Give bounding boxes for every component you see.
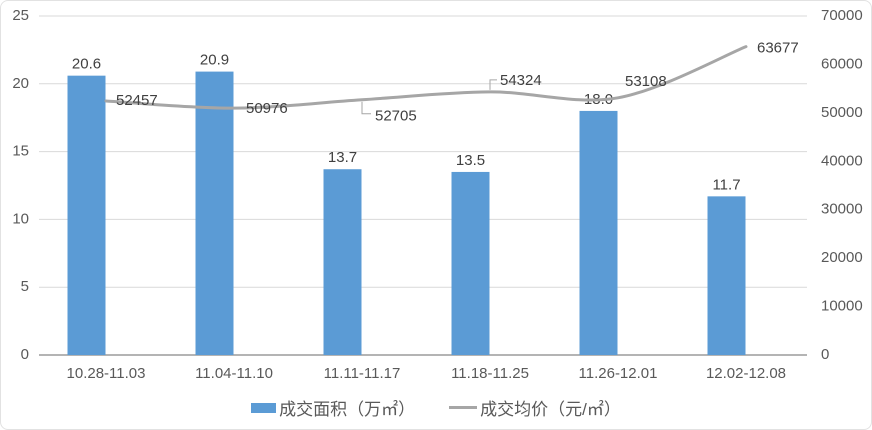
bar-value-label: 20.9 — [200, 52, 229, 69]
bar-value-label: 13.5 — [456, 152, 485, 169]
secondary-axis-tick-label: 30000 — [821, 201, 863, 218]
line-value-label: 53108 — [625, 73, 667, 90]
primary-axis-tick-label: 5 — [21, 278, 29, 295]
line-value-label: 50976 — [246, 100, 288, 117]
bar[interactable] — [707, 196, 746, 355]
secondary-axis-tick-label: 20000 — [821, 249, 863, 266]
bar-value-label: 20.6 — [72, 56, 101, 73]
secondary-axis-tick-label: 10000 — [821, 298, 863, 315]
secondary-axis-tick-label: 40000 — [821, 152, 863, 169]
legend-label: 成交面积（万㎡） — [279, 400, 416, 419]
category-label: 12.02-12.08 — [706, 365, 786, 382]
bar[interactable] — [67, 75, 106, 355]
primary-axis-tick-label: 10 — [12, 210, 29, 227]
category-label: 11.18-11.25 — [451, 365, 529, 382]
category-label: 11.26-12.01 — [579, 365, 658, 382]
category-label: 11.04-11.10 — [195, 365, 273, 382]
bar[interactable] — [323, 169, 362, 355]
bar[interactable] — [579, 110, 618, 355]
secondary-axis-tick-label: 70000 — [821, 7, 863, 24]
primary-axis-tick-label: 15 — [12, 143, 29, 160]
line-value-label: 63677 — [757, 40, 799, 57]
legend-label: 成交均价（元/㎡） — [480, 400, 621, 419]
primary-axis-tick-label: 20 — [12, 75, 29, 92]
secondary-axis-tick-label: 60000 — [821, 55, 863, 72]
bar-value-label: 13.7 — [328, 149, 357, 166]
secondary-axis-tick-label: 0 — [821, 346, 829, 363]
line-series[interactable] — [104, 45, 748, 110]
category-label: 10.28-11.03 — [67, 365, 146, 382]
primary-axis-tick-label: 25 — [12, 7, 29, 24]
line-series-swatch-icon — [449, 405, 478, 410]
legend-item-average-price[interactable]: 成交均价（元/㎡） — [449, 395, 621, 420]
bar-series-swatch-icon — [251, 402, 277, 413]
legend-item-transaction-area[interactable]: 成交面积（万㎡） — [251, 395, 415, 420]
line-value-label: 52457 — [116, 92, 158, 109]
label-leader-line — [489, 79, 497, 90]
label-leader-line — [361, 101, 371, 115]
bar[interactable] — [195, 71, 234, 355]
bar-value-label: 11.7 — [712, 176, 740, 193]
primary-axis-tick-label: 0 — [21, 346, 29, 363]
secondary-axis-tick-label: 50000 — [821, 104, 863, 121]
bar[interactable] — [451, 171, 490, 355]
line-value-label: 54324 — [500, 72, 542, 89]
line-value-label: 52705 — [375, 108, 417, 125]
legend: 成交面积（万㎡） 成交均价（元/㎡） — [1, 395, 871, 420]
category-label: 11.11-11.17 — [324, 365, 401, 382]
